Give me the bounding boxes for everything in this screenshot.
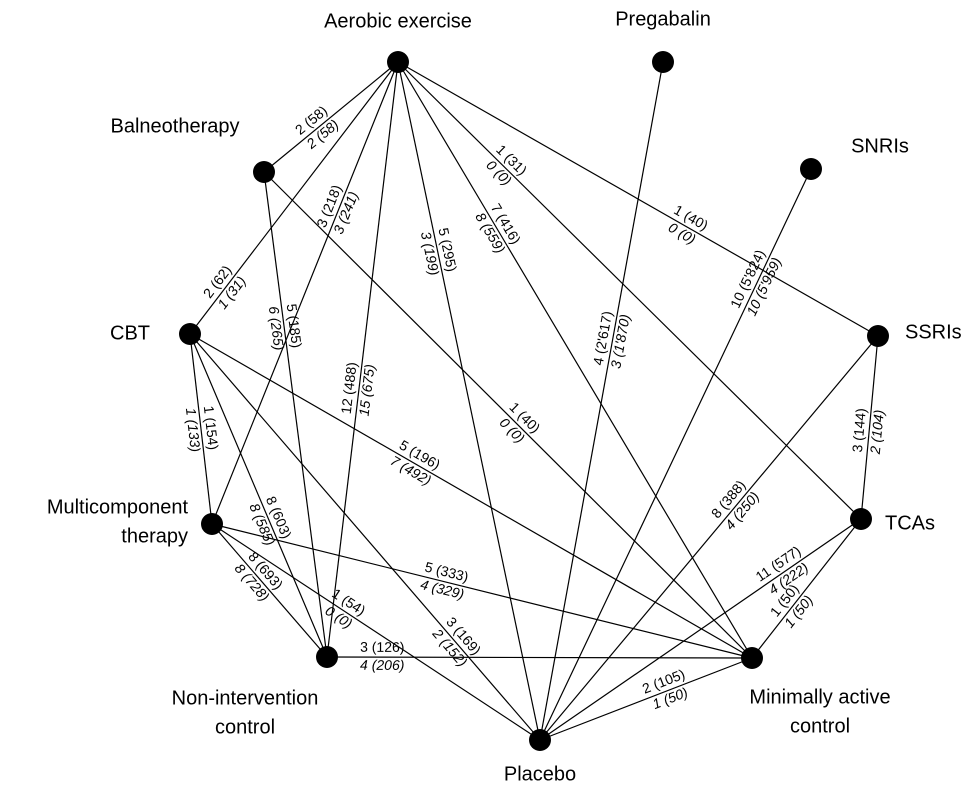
edges [189, 61, 879, 741]
node [179, 323, 201, 345]
node [316, 646, 338, 668]
edge [263, 171, 328, 658]
edge-label: 12 (488) [338, 361, 360, 415]
edge [211, 523, 541, 741]
edge [539, 335, 879, 741]
edge [263, 61, 399, 173]
edge [189, 333, 328, 658]
node-label: Balneotherapy [111, 115, 240, 137]
node-label: Aerobic exercise [324, 10, 472, 32]
node-label: Multicomponent [47, 496, 189, 518]
edge [539, 61, 664, 741]
node-label: SSRIs [905, 321, 962, 343]
node-label: control [790, 715, 850, 737]
node [800, 158, 822, 180]
node [652, 51, 674, 73]
node [850, 508, 872, 530]
edge-label: 2 (104) [867, 409, 887, 456]
node-label: CBT [110, 322, 150, 344]
node-label: Pregabalin [615, 8, 711, 30]
edge [326, 61, 399, 658]
edge-label: 4 (206) [360, 657, 404, 673]
node-label: control [215, 716, 275, 738]
node-label: Minimally active [749, 686, 890, 708]
node [741, 647, 763, 669]
node-label: therapy [121, 525, 188, 547]
edge [189, 333, 541, 741]
edge-label: 3 (126) [360, 639, 404, 655]
edge [263, 171, 753, 659]
node [201, 513, 223, 535]
node [529, 729, 551, 751]
edge-label: 3 (144) [849, 407, 869, 453]
edge [189, 333, 213, 525]
edge [860, 335, 879, 520]
edge [539, 518, 862, 741]
edge [539, 657, 753, 741]
edge [211, 523, 328, 658]
edge-label: 6 (265) [266, 305, 288, 351]
node-label: TCAs [885, 512, 935, 534]
edge [211, 523, 753, 659]
edge [751, 518, 862, 659]
edge-label: 15 (675) [356, 363, 378, 417]
node-label: SNRIs [851, 135, 909, 157]
edge [539, 168, 812, 741]
edge-label: 1 (133) [183, 407, 204, 453]
node [253, 161, 275, 183]
node [387, 51, 409, 73]
node [867, 325, 889, 347]
edge [397, 61, 753, 659]
edge-label: 1 (154) [201, 405, 222, 451]
edge [189, 61, 399, 335]
node-label: Non-intervention [172, 687, 319, 709]
edge-label: 5 (185) [284, 303, 306, 349]
node-label: Placebo [504, 763, 576, 785]
edge [397, 61, 541, 741]
edge [189, 333, 753, 659]
edge [326, 656, 753, 659]
edge [211, 61, 399, 525]
edge [397, 61, 862, 520]
